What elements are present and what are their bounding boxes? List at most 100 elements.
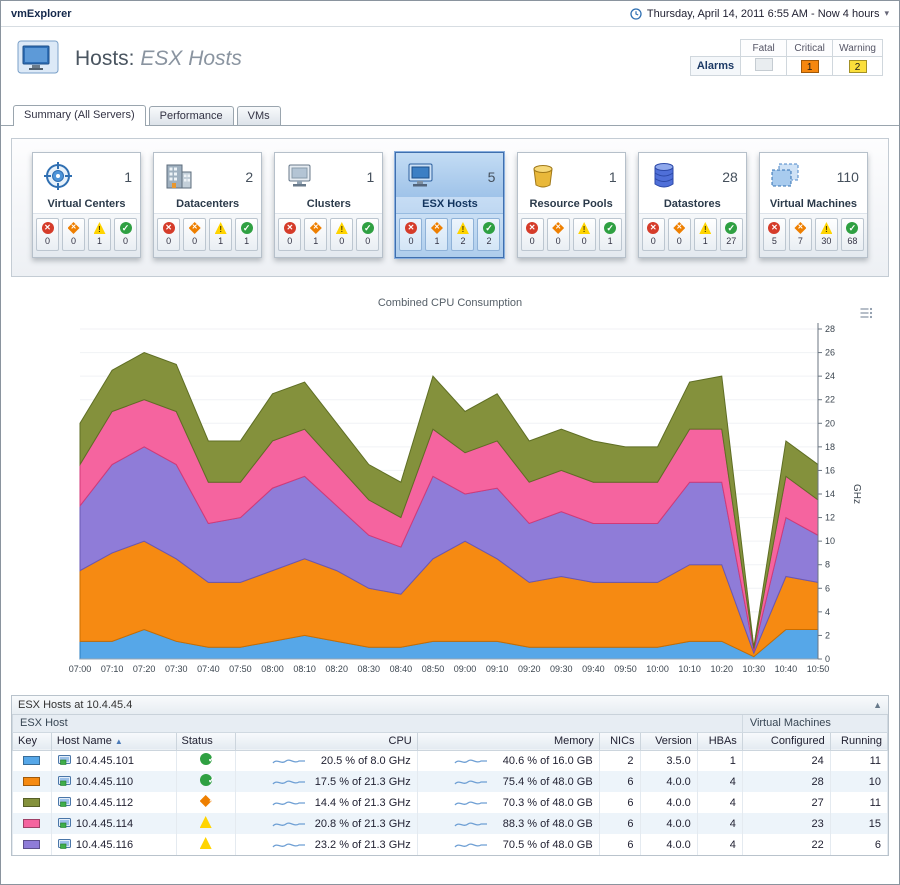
col-status[interactable]: Status xyxy=(175,731,236,751)
col-nics[interactable]: NICs xyxy=(598,731,641,751)
normal-alarm-cell[interactable]: 68 xyxy=(840,218,864,251)
tab-performance[interactable]: Performance xyxy=(148,106,234,125)
host-icon xyxy=(57,797,71,807)
tile-esx-hosts[interactable]: 5 ESX Hosts 0 1 2 2 xyxy=(394,151,506,259)
col-configured[interactable]: Configured xyxy=(741,731,831,751)
chart-options-icon[interactable] xyxy=(860,307,873,322)
time-range-text: Thursday, April 14, 2011 6:55 AM - Now 4… xyxy=(646,7,880,20)
tile-virtual-centers[interactable]: 1 Virtual Centers 0 0 1 0 xyxy=(32,152,141,258)
tab-vms[interactable]: VMs xyxy=(236,106,281,125)
clusters-icon xyxy=(283,161,317,194)
warning-alarm-cell[interactable]: 1 xyxy=(693,218,717,251)
col-running[interactable]: Running xyxy=(829,731,889,751)
normal-alarm-cell[interactable]: 0 xyxy=(114,218,137,251)
host-icon xyxy=(57,755,71,766)
normal-count: 0 xyxy=(122,236,128,246)
fatal-alarm-cell[interactable]: 0 xyxy=(278,218,302,251)
critical-alarm-cell[interactable]: 1 xyxy=(304,218,328,251)
table-row[interactable]: 10.4.45.110 17.5 % of 21.3 GHz 75.4 % of… xyxy=(12,771,889,792)
fatal-icon xyxy=(647,222,660,234)
col-cpu[interactable]: CPU xyxy=(234,731,418,751)
scroll-up-icon[interactable]: ▲ xyxy=(873,700,882,710)
hosts-monitor-icon xyxy=(17,37,63,80)
normal-alarm-cell[interactable]: 1 xyxy=(598,218,622,251)
cpu-sparkline xyxy=(272,821,306,827)
host-name[interactable]: 10.4.45.112 xyxy=(75,796,134,809)
fatal-alarm-cell[interactable]: 0 xyxy=(36,218,59,251)
tile-resource-pools[interactable]: 1 Resource Pools 0 0 0 1 xyxy=(516,152,626,258)
svg-text:20: 20 xyxy=(825,418,835,428)
host-name[interactable]: 10.4.45.101 xyxy=(75,754,134,767)
col-key[interactable]: Key xyxy=(12,731,52,751)
col-host-name[interactable]: Host Name ▲ xyxy=(50,731,177,751)
fatal-count-badge[interactable] xyxy=(754,58,773,71)
svg-text:6: 6 xyxy=(825,583,830,593)
col-memory[interactable]: Memory xyxy=(416,731,600,751)
svg-text:07:00: 07:00 xyxy=(69,664,92,674)
critical-count-badge[interactable]: 1 xyxy=(800,59,819,73)
normal-alarm-cell[interactable]: 1 xyxy=(235,218,259,251)
critical-alarm-cell[interactable]: 0 xyxy=(62,218,85,251)
col-version[interactable]: Version xyxy=(639,731,698,751)
host-name[interactable]: 10.4.45.114 xyxy=(75,817,134,830)
series-key-swatch xyxy=(23,840,41,850)
critical-count: 0 xyxy=(555,236,561,246)
table-row[interactable]: 10.4.45.101 20.5 % of 8.0 GHz 40.6 % of … xyxy=(12,750,889,771)
fatal-alarm-cell[interactable]: 0 xyxy=(157,218,181,251)
table-row[interactable]: 10.4.45.114 20.8 % of 21.3 GHz 88.3 % of… xyxy=(12,813,889,834)
warning-alarm-cell[interactable]: 1 xyxy=(209,218,233,251)
tile-alarm-row: 0 0 0 1 xyxy=(517,213,625,257)
fatal-icon xyxy=(404,222,417,234)
time-range-selector[interactable]: Thursday, April 14, 2011 6:55 AM - Now 4… xyxy=(630,8,889,20)
normal-icon xyxy=(361,222,374,234)
host-name[interactable]: 10.4.45.110 xyxy=(75,775,134,788)
fatal-alarm-cell[interactable]: 5 xyxy=(762,218,786,251)
virtual-machines-icon xyxy=(768,161,802,194)
warning-icon xyxy=(214,222,227,234)
critical-alarm-cell[interactable]: 0 xyxy=(183,218,207,251)
critical-alarm-cell[interactable]: 0 xyxy=(667,218,691,251)
warning-count-badge[interactable]: 2 xyxy=(848,59,867,73)
svg-text:08:50: 08:50 xyxy=(422,664,445,674)
table-row[interactable]: 10.4.45.112 14.4 % of 21.3 GHz 70.3 % of… xyxy=(12,792,889,813)
critical-alarm-cell[interactable]: 0 xyxy=(546,218,570,251)
esx-host-table: ESX Host Virtual Machines Key Host Name … xyxy=(12,715,889,855)
host-name[interactable]: 10.4.45.116 xyxy=(75,838,134,851)
normal-alarm-cell[interactable]: 2 xyxy=(477,218,501,251)
table-row[interactable]: 10.4.45.116 23.2 % of 21.3 GHz 70.5 % of… xyxy=(12,834,889,855)
fatal-alarm-cell[interactable]: 0 xyxy=(641,218,665,251)
fatal-alarm-cell[interactable]: 0 xyxy=(520,218,544,251)
nics-value: 2 xyxy=(598,750,641,771)
critical-count: 7 xyxy=(797,236,803,246)
warning-alarm-cell[interactable]: 30 xyxy=(814,218,838,251)
fatal-count: 0 xyxy=(166,236,172,246)
fatal-alarm-cell[interactable]: 0 xyxy=(399,218,423,251)
critical-icon xyxy=(309,222,322,234)
cpu-sparkline xyxy=(272,759,306,764)
critical-alarm-cell[interactable]: 7 xyxy=(788,218,812,251)
warning-alarm-cell[interactable]: 2 xyxy=(451,218,475,251)
col-hbas[interactable]: HBAs xyxy=(696,731,743,751)
configured-value: 28 xyxy=(741,771,831,792)
warning-alarm-cell[interactable]: 1 xyxy=(88,218,111,251)
tab-summary-all-servers[interactable]: Summary (All Servers) xyxy=(13,105,146,126)
svg-text:10:20: 10:20 xyxy=(710,664,733,674)
svg-text:0: 0 xyxy=(825,654,830,664)
tile-clusters[interactable]: 1 Clusters 0 1 0 0 xyxy=(274,152,384,258)
fatal-count: 0 xyxy=(44,236,50,246)
warning-alarm-cell[interactable]: 0 xyxy=(330,218,354,251)
normal-count: 27 xyxy=(726,236,737,246)
esx-hosts-panel: ESX Hosts at 10.4.45.4 ▲ ESX Host Virtua… xyxy=(11,695,889,856)
critical-alarm-cell[interactable]: 1 xyxy=(425,218,449,251)
warning-alarm-cell[interactable]: 0 xyxy=(572,218,596,251)
series-key-swatch xyxy=(23,798,41,808)
normal-alarm-cell[interactable]: 0 xyxy=(356,218,380,251)
normal-alarm-cell[interactable]: 27 xyxy=(719,218,743,251)
svg-text:8: 8 xyxy=(825,560,830,570)
tile-virtual-machines[interactable]: 110 Virtual Machines 5 7 30 68 xyxy=(758,152,868,258)
resource-pools-icon xyxy=(526,161,560,194)
tile-datastores[interactable]: 28 Datastores 0 0 1 27 xyxy=(637,152,747,258)
tile-datacenters[interactable]: 2 Datacenters 0 0 1 1 xyxy=(153,152,263,258)
fatal-count: 0 xyxy=(650,236,656,246)
